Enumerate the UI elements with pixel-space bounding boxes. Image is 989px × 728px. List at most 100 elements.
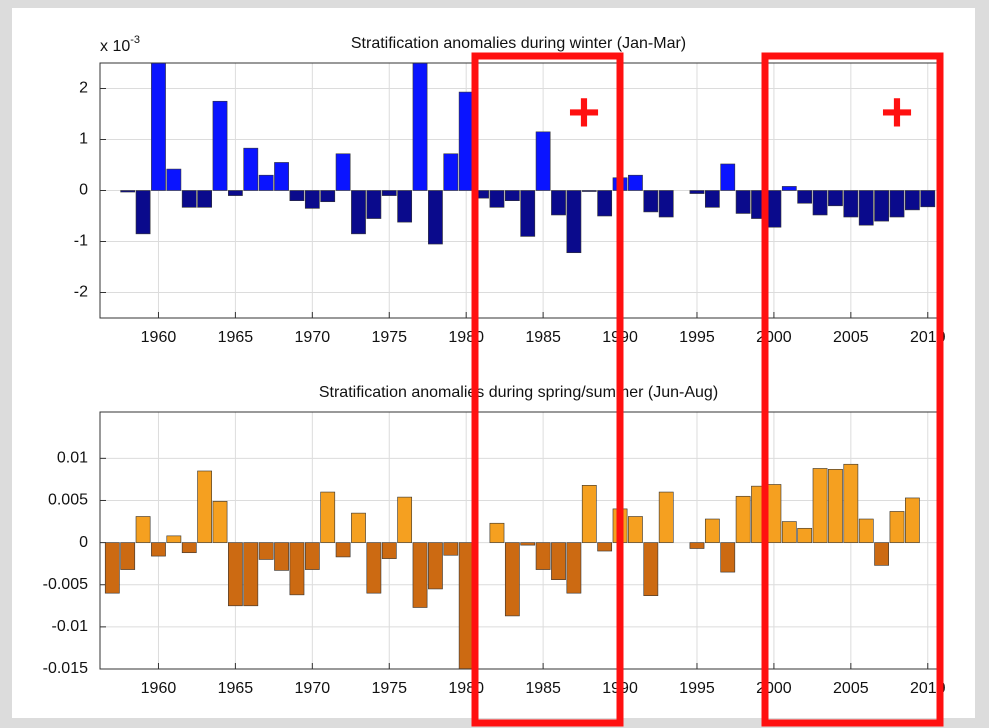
- x-tick-label: 1965: [218, 329, 254, 346]
- x-tick-label: 1960: [141, 329, 177, 346]
- x-tick-label: 1965: [218, 680, 254, 697]
- bar: [351, 512, 366, 543]
- bar: [228, 542, 243, 607]
- chart-title: Stratification anomalies during winter (…: [351, 35, 686, 52]
- bar: [458, 542, 474, 669]
- bar: [228, 190, 243, 196]
- y-tick-label: -0.005: [43, 576, 88, 593]
- bar: [858, 518, 874, 543]
- x-tick-label: 1995: [679, 680, 715, 697]
- bar: [443, 153, 459, 191]
- bar: [735, 495, 751, 543]
- bar: [304, 542, 320, 570]
- x-tick-label: 2005: [833, 680, 869, 697]
- bar: [535, 542, 551, 570]
- x-tick-label: 1980: [448, 329, 484, 346]
- bar: [197, 470, 213, 543]
- bar: [797, 190, 813, 204]
- x-tick-label: 1975: [371, 680, 407, 697]
- highlight-box: [471, 52, 624, 727]
- bar: [489, 190, 505, 208]
- x-tick-label: 1985: [525, 680, 561, 697]
- y-multiplier-exponent: -3: [130, 34, 140, 46]
- bar: [504, 542, 520, 617]
- bar: [597, 190, 613, 217]
- bar: [581, 485, 597, 543]
- bar: [766, 190, 782, 228]
- plus-mark: +: [881, 80, 914, 143]
- bar: [628, 516, 643, 543]
- x-tick-label: 1995: [679, 329, 715, 346]
- bar: [843, 190, 859, 218]
- figure-background: [12, 8, 975, 718]
- bar: [905, 497, 920, 543]
- x-tick-label: 2000: [756, 329, 792, 346]
- bar: [828, 190, 843, 207]
- bar: [258, 542, 274, 560]
- bar: [874, 542, 889, 566]
- bar: [274, 542, 289, 571]
- y-tick-label: 2: [79, 80, 88, 97]
- bar: [812, 468, 828, 543]
- bar: [735, 190, 751, 214]
- bar: [720, 163, 736, 191]
- bar: [428, 542, 443, 590]
- bar: [828, 468, 843, 543]
- bar: [812, 190, 828, 216]
- bar: [243, 542, 259, 607]
- bar: [597, 542, 613, 552]
- bar: [351, 190, 366, 235]
- bar: [458, 91, 474, 191]
- bar: [643, 542, 659, 596]
- bar: [566, 190, 582, 254]
- x-tick-label: 1975: [371, 329, 407, 346]
- bar: [766, 484, 782, 543]
- bar: [120, 542, 136, 570]
- bar: [166, 168, 182, 191]
- bar: [166, 535, 182, 543]
- bar: [843, 463, 859, 543]
- x-tick-label: 1970: [295, 680, 331, 697]
- bar: [889, 511, 905, 543]
- bar: [520, 190, 536, 237]
- bar: [581, 190, 597, 192]
- bar: [781, 521, 797, 543]
- bar: [243, 147, 259, 191]
- bar: [797, 527, 813, 543]
- bar: [381, 542, 397, 559]
- bar: [566, 542, 582, 594]
- bar: [197, 190, 213, 208]
- bar: [704, 190, 720, 208]
- bar: [320, 190, 336, 203]
- bar: [443, 542, 459, 556]
- bar: [135, 516, 151, 543]
- y-tick-label: -2: [74, 284, 88, 301]
- bar: [689, 542, 705, 549]
- bar: [504, 190, 520, 201]
- bars: [120, 63, 936, 254]
- bar: [412, 542, 428, 608]
- bar: [889, 190, 905, 218]
- bar: [658, 491, 674, 543]
- bar: [135, 190, 151, 235]
- bar: [151, 542, 166, 557]
- y-tick-label: -0.01: [52, 618, 89, 635]
- bar: [335, 542, 351, 558]
- highlight-box: [761, 52, 944, 727]
- bar: [720, 542, 736, 573]
- bar: [397, 190, 413, 223]
- y-tick-label: -1: [74, 233, 88, 250]
- bar: [304, 190, 320, 209]
- x-tick-label: 1960: [141, 680, 177, 697]
- chart-title: Stratification anomalies during spring/s…: [319, 384, 718, 401]
- chart: Stratification anomalies during winter (…: [74, 34, 946, 346]
- bar: [520, 542, 536, 546]
- bar: [489, 522, 505, 543]
- bar: [181, 190, 197, 208]
- x-tick-label: 1985: [525, 329, 561, 346]
- x-tick-label: 1970: [295, 329, 331, 346]
- bar: [320, 491, 336, 543]
- bar: [335, 153, 351, 191]
- bar: [781, 186, 797, 191]
- y-tick-label: -0.015: [43, 660, 88, 677]
